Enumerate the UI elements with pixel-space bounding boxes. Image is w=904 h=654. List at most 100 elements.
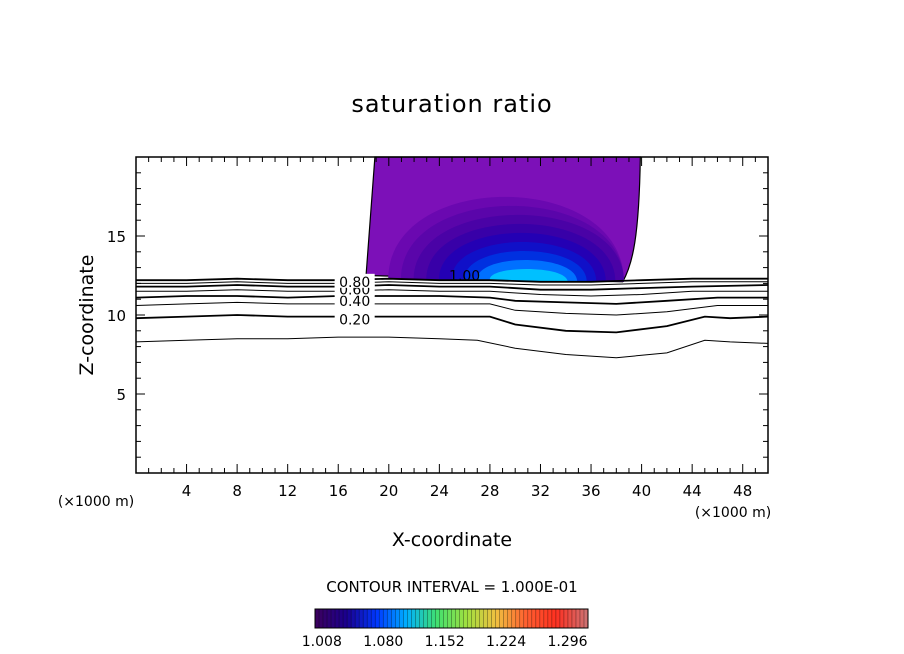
colorbar-cell [423, 609, 428, 628]
colorbar-cell [555, 609, 561, 628]
y-axis-label: Z-coordinate [76, 255, 98, 376]
colorbar-cell [331, 609, 336, 628]
contour-line-0 [135, 336, 769, 359]
colorbar-cell [459, 609, 464, 628]
x-tick-label: 48 [733, 482, 752, 500]
x-tick-label: 44 [683, 482, 702, 500]
colorbar-cell [539, 609, 545, 628]
contour-label-bg-0 [334, 311, 375, 326]
contour-label-3: 0.80 [339, 275, 370, 291]
contour-line-4 [136, 289, 768, 297]
colorbar-cell [479, 609, 484, 628]
x-tick-label: 16 [329, 482, 348, 500]
colorbar-cell [567, 609, 573, 628]
colorbar-cell [319, 609, 324, 628]
x-tick-label: 32 [531, 482, 550, 500]
contour-label-bg-3 [334, 273, 375, 288]
contour-line-6 [136, 281, 768, 286]
colorbar-cell [579, 609, 585, 628]
x-unit-label: (×1000 m) [695, 505, 771, 521]
x-tick-label: 36 [581, 482, 600, 500]
colorbar-cell [547, 609, 553, 628]
colorbar-cell [327, 609, 332, 628]
colorbar-cell [483, 609, 488, 628]
colorbar-cell [523, 609, 529, 628]
colorbar-tick-labels: 1.008 1.080 1.152 1.224 1.296 [302, 634, 588, 650]
shaded-region [365, 156, 641, 283]
colorbar-cell [503, 609, 509, 628]
contour-line-1 [135, 314, 769, 334]
colorbar-cell [447, 609, 452, 628]
colorbar-cell [403, 609, 408, 628]
contour-line-3 [135, 295, 768, 305]
colorbar-cell [359, 609, 364, 628]
colorbar-cell [435, 609, 440, 628]
contour-label-1: 0.40 [339, 294, 370, 310]
colorbar-tick-label: 1.008 [302, 634, 342, 650]
colorbar-cell [451, 609, 456, 628]
colorbar-cell [527, 609, 533, 628]
x-tick-label: 20 [379, 482, 398, 500]
colorbar [314, 609, 589, 628]
z-unit-label: (×1000 m) [58, 494, 134, 510]
colorbar-cell [411, 609, 416, 628]
colorbar-cell [351, 609, 356, 628]
y-tick-label: 10 [107, 307, 126, 325]
contour-label-bg-1 [334, 292, 375, 307]
colorbar-tick-label: 1.224 [486, 634, 526, 650]
colorbar-cell [519, 609, 525, 628]
colorbar-cell [531, 609, 537, 628]
contour-label-4: 1.00 [449, 269, 480, 285]
colorbar-cell [407, 609, 412, 628]
colorbar-cell [431, 609, 436, 628]
colorbar-cell [415, 609, 420, 628]
contour-lines [135, 277, 769, 359]
colorbar-cell [475, 609, 480, 628]
colorbar-cell [399, 609, 404, 628]
colorbar-cell [471, 609, 476, 628]
colorbar-cell [495, 609, 500, 628]
x-tick-label: 40 [632, 482, 651, 500]
contour-line-5 [136, 284, 769, 291]
colorbar-cell [463, 609, 468, 628]
x-tick-label: 12 [278, 482, 297, 500]
colorbar-cell [379, 609, 384, 628]
colorbar-cell [487, 609, 492, 628]
colorbar-cell [499, 609, 504, 628]
colorbar-tick-label: 1.152 [425, 634, 465, 650]
colorbar-cell [575, 609, 581, 628]
colorbar-cell [339, 609, 344, 628]
colorbar-cell [543, 609, 549, 628]
colorbar-cell [375, 609, 380, 628]
y-tick-label: 5 [116, 386, 126, 404]
x-tick-label: 4 [182, 482, 192, 500]
colorbar-cell [439, 609, 444, 628]
colorbar-cell [511, 609, 517, 628]
colorbar-cell [427, 609, 432, 628]
colorbar-cell [419, 609, 424, 628]
colorbar-cell [347, 609, 352, 628]
chart-title: saturation ratio [351, 90, 552, 118]
contour-line-2 [135, 301, 768, 316]
colorbar-cell [335, 609, 340, 628]
x-tick-label: 28 [480, 482, 499, 500]
y-tick-label: 15 [107, 228, 126, 246]
contour-line-7 [136, 277, 768, 283]
colorbar-cell [391, 609, 396, 628]
colorbar-cell [583, 609, 589, 628]
colorbar-cell [491, 609, 496, 628]
colorbar-cell [455, 609, 460, 628]
colorbar-cell [367, 609, 372, 628]
colorbar-cell [395, 609, 400, 628]
x-tick-label: 8 [232, 482, 242, 500]
colorbar-tick-label: 1.080 [363, 634, 403, 650]
x-tick-label: 24 [430, 482, 449, 500]
colorbar-cell [315, 609, 320, 628]
colorbar-cell [443, 609, 448, 628]
colorbar-cell [507, 609, 513, 628]
colorbar-cell [323, 609, 328, 628]
colorbar-cell [467, 609, 472, 628]
colorbar-cell [371, 609, 376, 628]
